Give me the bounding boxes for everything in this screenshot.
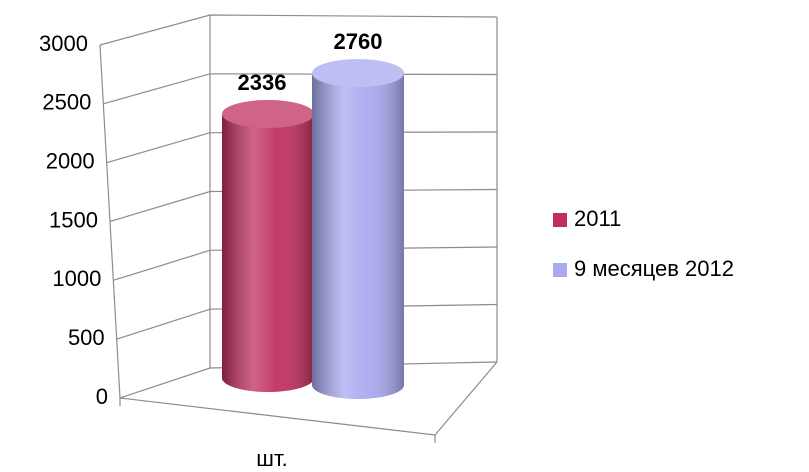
- y-tick-label: 500: [68, 325, 105, 350]
- legend-swatch: [553, 263, 567, 277]
- cylinder-top: [312, 59, 404, 88]
- bar-shade: [312, 73, 404, 386]
- cylinder: [312, 59, 404, 399]
- data-label: 2336: [238, 70, 287, 95]
- y-tick-label: 2500: [42, 90, 91, 115]
- legend-label: 2011: [574, 206, 621, 231]
- cylinder-top-light: [312, 59, 404, 88]
- grid-line: [99, 14, 498, 46]
- x-tick-label: шт.: [256, 446, 287, 471]
- data-label: 2760: [334, 29, 383, 54]
- legend-label: 9 месяцев 2012: [574, 256, 734, 281]
- y-tick-label: 1000: [52, 266, 101, 291]
- cylinder-top: [222, 100, 314, 129]
- y-tick-label: 1500: [49, 207, 98, 232]
- y-tick-label: 0: [96, 384, 108, 409]
- cylinder: [222, 100, 314, 392]
- y-tick-label: 2000: [46, 148, 95, 173]
- legend-swatch: [553, 213, 567, 227]
- bar-shade: [222, 114, 314, 379]
- grid-line: [103, 73, 498, 105]
- y-tick-label: 3000: [39, 31, 88, 56]
- cylinder-top-light: [222, 100, 314, 129]
